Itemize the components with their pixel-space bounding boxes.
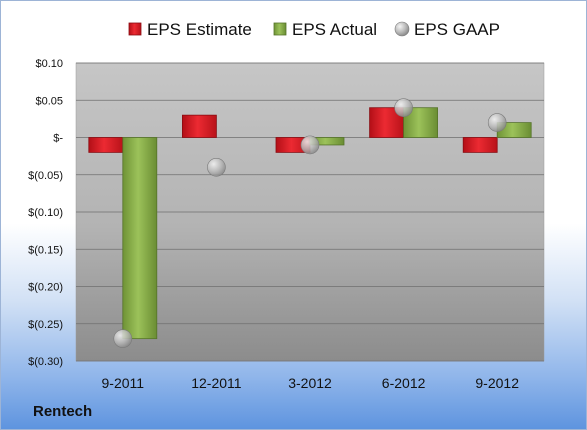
eps-actual-bar <box>122 137 158 340</box>
gridlines <box>76 62 544 362</box>
eps-gaap-point <box>394 98 413 117</box>
eps-estimate-bar <box>88 137 124 153</box>
eps-gaap-point <box>207 158 226 177</box>
y-tick-label: $0.10 <box>35 58 63 70</box>
x-tick-label: 3-2012 <box>288 375 332 391</box>
legend-swatch-actual <box>273 22 287 36</box>
x-axis: 9-2011 12-2011 3-2012 6-2012 9-2012 <box>102 375 520 391</box>
y-axis: $0.10 $0.05 $- $(0.05) $(0.10) $(0.15) $(0.20)… <box>28 58 63 368</box>
legend-swatch-gaap <box>394 21 410 37</box>
legend-label: EPS Estimate <box>147 20 252 39</box>
eps-actual-bar <box>403 107 439 138</box>
y-tick-label: $(0.05) <box>28 170 63 182</box>
legend-label: EPS GAAP <box>414 20 500 39</box>
eps-estimate-bar <box>462 137 498 153</box>
company-name: Rentech <box>33 403 93 420</box>
y-tick-label: $(0.15) <box>28 244 63 256</box>
y-tick-label: $- <box>53 133 63 145</box>
legend: EPS Estimate EPS Actual EPS GAAP <box>128 20 500 39</box>
eps-gaap-point <box>300 135 320 155</box>
eps-gaap-point <box>487 113 507 132</box>
x-tick-label: 6-2012 <box>382 375 426 391</box>
y-tick-label: $(0.10) <box>28 207 63 219</box>
legend-label: EPS Actual <box>292 20 377 39</box>
y-tick-label: $(0.25) <box>28 319 63 331</box>
y-tick-label: $(0.30) <box>28 356 63 368</box>
x-tick-label: 9-2012 <box>475 375 519 391</box>
eps-gaap-point <box>113 329 133 348</box>
x-tick-label: 9-2011 <box>102 375 145 391</box>
x-tick-label: 12-2011 <box>191 375 242 391</box>
y-tick-label: $0.05 <box>35 95 63 107</box>
gaap-points <box>113 98 507 348</box>
legend-swatch-estimate <box>128 22 142 36</box>
eps-estimate-bar <box>181 114 217 138</box>
y-tick-label: $(0.20) <box>28 282 63 294</box>
